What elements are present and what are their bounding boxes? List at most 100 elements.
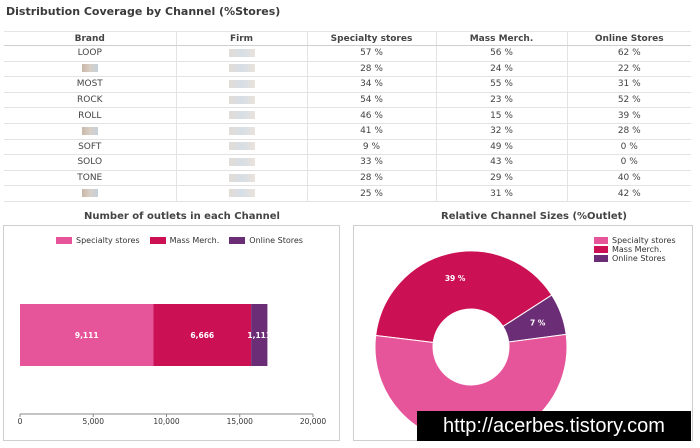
mass-cell: 24 % bbox=[435, 61, 567, 78]
online-cell: 22 % bbox=[566, 61, 691, 78]
redacted-brand bbox=[81, 189, 98, 198]
redacted-firm bbox=[228, 64, 255, 73]
pie-legend-label-online: Online Stores bbox=[612, 254, 666, 263]
firm-cell bbox=[175, 107, 307, 124]
column-header-specialty[interactable]: Specialty stores bbox=[306, 31, 436, 46]
brand-cell bbox=[4, 123, 176, 140]
online-cell: 0 % bbox=[566, 139, 691, 156]
bar-chart-legend: Specialty stores Mass Merch. Online Stor… bbox=[56, 236, 303, 245]
page-title: Distribution Coverage by Channel (%Store… bbox=[6, 5, 281, 18]
table-row: ROCK 54 % 23 % 52 % bbox=[4, 92, 691, 109]
donut-chart-legend: Specialty stores Mass Merch. Online Stor… bbox=[594, 236, 676, 263]
legend-label-specialty: Specialty stores bbox=[76, 236, 140, 245]
pie-legend-swatch-specialty bbox=[594, 237, 608, 244]
brand-cell: SOLO bbox=[4, 154, 176, 171]
pie-legend-swatch-online bbox=[594, 255, 608, 262]
firm-cell bbox=[175, 170, 307, 187]
column-header-mass[interactable]: Mass Merch. bbox=[435, 31, 567, 46]
specialty-cell: 33 % bbox=[306, 154, 436, 171]
brand-cell: SOFT bbox=[4, 139, 176, 156]
x-tick-label: 15,000 bbox=[227, 417, 253, 426]
donut-slice-1[interactable] bbox=[375, 250, 553, 344]
online-cell: 62 % bbox=[566, 45, 691, 62]
column-header-online[interactable]: Online Stores bbox=[566, 31, 691, 46]
bar-segment-2[interactable] bbox=[251, 304, 268, 366]
online-cell: 39 % bbox=[566, 107, 691, 124]
specialty-cell: 9 % bbox=[306, 139, 436, 156]
bar-segment-1[interactable] bbox=[153, 304, 252, 366]
table-row: MOST 34 % 55 % 31 % bbox=[4, 76, 691, 93]
mass-cell: 15 % bbox=[435, 107, 567, 124]
column-header-firm[interactable]: Firm bbox=[175, 31, 307, 46]
redacted-firm bbox=[228, 95, 255, 104]
mass-cell: 56 % bbox=[435, 45, 567, 62]
redacted-firm bbox=[228, 142, 255, 151]
redacted-brand bbox=[81, 126, 98, 135]
specialty-cell: 25 % bbox=[306, 185, 436, 202]
brand-cell: ROLL bbox=[4, 107, 176, 124]
online-cell: 28 % bbox=[566, 123, 691, 140]
bar-segment-label-1: 6,666 bbox=[190, 331, 214, 340]
firm-cell bbox=[175, 123, 307, 140]
x-tick-label: 5,000 bbox=[83, 417, 105, 426]
brand-cell: ROCK bbox=[4, 92, 176, 109]
table-row: TONE 28 % 29 % 40 % bbox=[4, 170, 691, 187]
brand-cell: MOST bbox=[4, 76, 176, 93]
donut-chart-panel: 39 %7 %54 % Specialty stores Mass Merch.… bbox=[353, 225, 693, 441]
mass-cell: 23 % bbox=[435, 92, 567, 109]
firm-cell bbox=[175, 92, 307, 109]
specialty-cell: 28 % bbox=[306, 170, 436, 187]
table-row: LOOP 57 % 56 % 62 % bbox=[4, 45, 691, 62]
online-cell: 40 % bbox=[566, 170, 691, 187]
x-tick-label: 20,000 bbox=[300, 417, 326, 426]
redacted-firm bbox=[228, 48, 255, 57]
brand-cell: LOOP bbox=[4, 45, 176, 62]
pie-legend-swatch-mass bbox=[594, 246, 608, 253]
donut-slice-label-2: 7 % bbox=[530, 319, 546, 328]
coverage-table: Brand Firm Specialty stores Mass Merch. … bbox=[4, 31, 691, 202]
pie-legend-label-specialty: Specialty stores bbox=[612, 236, 676, 245]
specialty-cell: 46 % bbox=[306, 107, 436, 124]
specialty-cell: 54 % bbox=[306, 92, 436, 109]
online-cell: 42 % bbox=[566, 185, 691, 202]
mass-cell: 32 % bbox=[435, 123, 567, 140]
redacted-firm bbox=[228, 173, 255, 182]
column-header-brand[interactable]: Brand bbox=[4, 31, 176, 46]
table-row: ROLL 46 % 15 % 39 % bbox=[4, 107, 691, 124]
redacted-firm bbox=[228, 157, 255, 166]
donut-chart-title: Relative Channel Sizes (%Outlet) bbox=[441, 211, 628, 222]
donut-slice-label-1: 39 % bbox=[445, 274, 466, 283]
legend-label-online: Online Stores bbox=[249, 236, 303, 245]
table-row: 28 % 24 % 22 % bbox=[4, 61, 691, 78]
redacted-firm bbox=[228, 189, 255, 198]
table-body: LOOP 57 % 56 % 62 % 28 % 24 % 22 % MOST 34 % 55 %… bbox=[4, 45, 691, 202]
firm-cell bbox=[175, 76, 307, 93]
bar-chart-svg: 9,111 6,666 1,111 0 5,000 10,000 15,000 20,000 bbox=[18, 304, 326, 426]
bar-chart-panel: Specialty stores Mass Merch. Online Stor… bbox=[3, 225, 340, 441]
legend-swatch-specialty bbox=[56, 237, 72, 244]
brand-cell bbox=[4, 61, 176, 78]
watermark: http://acerbes.tistory.com bbox=[417, 411, 691, 441]
firm-cell bbox=[175, 61, 307, 78]
table-row: SOFT 9 % 49 % 0 % bbox=[4, 139, 691, 156]
brand-cell bbox=[4, 185, 176, 202]
mass-cell: 43 % bbox=[435, 154, 567, 171]
legend-swatch-mass bbox=[149, 237, 166, 244]
bar-segment-0[interactable] bbox=[20, 304, 154, 366]
x-tick-label: 0 bbox=[18, 417, 23, 426]
firm-cell bbox=[175, 139, 307, 156]
redacted-firm bbox=[228, 79, 255, 88]
brand-cell: TONE bbox=[4, 170, 176, 187]
firm-cell bbox=[175, 154, 307, 171]
legend-label-mass: Mass Merch. bbox=[169, 236, 220, 245]
table-row: SOLO 33 % 43 % 0 % bbox=[4, 154, 691, 171]
bar-segment-label-2: 1,111 bbox=[247, 331, 271, 340]
pie-legend-label-mass: Mass Merch. bbox=[612, 245, 662, 254]
specialty-cell: 57 % bbox=[306, 45, 436, 62]
firm-cell bbox=[175, 185, 307, 202]
redacted-firm bbox=[228, 126, 255, 135]
specialty-cell: 28 % bbox=[306, 61, 436, 78]
bar-segment-label-0: 9,111 bbox=[75, 331, 99, 340]
bar-chart-title: Number of outlets in each Channel bbox=[84, 211, 280, 222]
online-cell: 52 % bbox=[566, 92, 691, 109]
